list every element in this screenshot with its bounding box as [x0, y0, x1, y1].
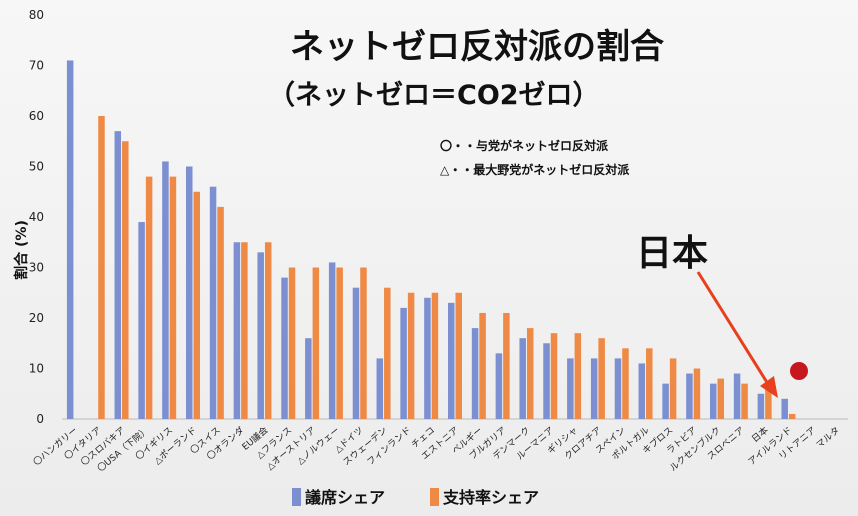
bar-support [312, 267, 320, 419]
bar-seats [376, 358, 384, 419]
bar-support [384, 287, 391, 419]
bar-support [550, 333, 558, 419]
bar-seats [138, 222, 145, 419]
y-tick-label: 0 [36, 412, 44, 426]
y-tick-label: 60 [29, 109, 44, 123]
bar-support [122, 141, 129, 419]
bar-seats [710, 383, 717, 419]
legend-label-support: 支持率シェア [442, 488, 539, 507]
y-tick-label: 80 [29, 8, 44, 22]
y-axis-label: 割合 (%) [13, 220, 30, 280]
japan-arrow-head [760, 376, 778, 398]
bar-seats [567, 358, 574, 419]
bar-seats [662, 383, 669, 419]
bar-support [669, 358, 677, 419]
bar-seats [186, 166, 193, 419]
note-ruling-party: 〇・・与党がネットゼロ反対派 [440, 138, 609, 153]
chart-subtitle: （ネットゼロ＝CO2ゼロ） [268, 80, 600, 111]
bar-support [598, 338, 605, 419]
bar-seats [400, 307, 407, 419]
bar-seats [638, 363, 646, 419]
bar-seats [233, 242, 241, 419]
bar-support [217, 206, 224, 419]
bar-support [765, 388, 772, 419]
bar-seats [257, 252, 264, 419]
bar-seats [733, 373, 741, 419]
bar-support [145, 176, 153, 419]
bar-support [407, 292, 415, 419]
y-tick-label: 30 [29, 261, 44, 275]
bar-support [288, 267, 296, 419]
bar-seats [352, 287, 360, 419]
bar-support [741, 383, 748, 419]
bar-support [574, 333, 582, 419]
chart-title: ネットゼロ反対派の割合 [290, 27, 664, 67]
bar-support [788, 413, 796, 419]
bar-seats [686, 373, 693, 419]
japan-annotation: 日本 [636, 233, 708, 274]
bar-support [98, 116, 105, 419]
bar-seats [328, 262, 336, 419]
bar-support [241, 242, 248, 419]
bar-seats [162, 161, 169, 419]
y-tick-label: 20 [29, 311, 44, 325]
red-dot-marker [790, 362, 808, 380]
bar-support [169, 176, 177, 419]
bar-seats [471, 328, 479, 419]
bar-support [336, 267, 343, 419]
bar-support [622, 348, 629, 419]
bar-support [503, 312, 510, 419]
y-tick-label: 50 [29, 160, 44, 174]
bar-support [431, 292, 439, 419]
bar-support [693, 368, 701, 419]
y-tick-label: 10 [29, 362, 44, 376]
y-tick-label: 40 [29, 210, 44, 224]
y-tick-label: 70 [29, 59, 44, 73]
bar-support [646, 348, 653, 419]
bar-seats [66, 60, 74, 419]
bar-seats [114, 131, 122, 419]
note-opposition-party: △・・最大野党がネットゼロ反対派 [440, 162, 630, 177]
legend-swatch-seats [292, 488, 301, 506]
japan-arrow [696, 271, 770, 385]
bar-seats [590, 358, 598, 419]
bar-seats [757, 393, 765, 419]
bar-seats [448, 302, 455, 419]
bar-seats [614, 358, 622, 419]
bar-seats [424, 297, 431, 419]
legend-swatch-support [430, 488, 439, 506]
bar-support [479, 312, 486, 419]
bar-support [717, 378, 724, 419]
bar-seats [781, 398, 788, 419]
bar-seats [305, 338, 312, 419]
legend-label-seats: 議席シェア [305, 488, 385, 507]
bar-seats [281, 277, 288, 419]
bar-seats [519, 338, 526, 419]
bar-seats [543, 343, 550, 419]
x-tick-label: マルタ [814, 425, 842, 451]
bar-support [264, 242, 272, 419]
bar-seats [495, 353, 503, 419]
bar-support [526, 328, 534, 419]
bar-support [455, 292, 462, 419]
bar-support [193, 191, 200, 419]
bar-support [360, 267, 367, 419]
bar-seats [209, 186, 217, 419]
